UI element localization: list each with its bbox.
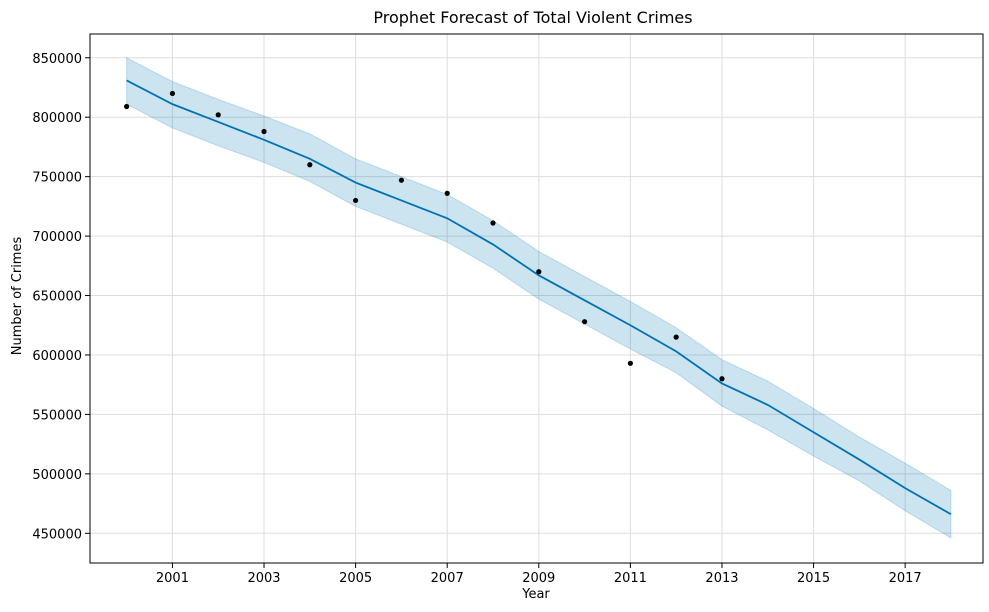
- plot-frame: [89, 33, 984, 564]
- x-tick-label: 2005: [339, 571, 372, 586]
- x-tick-label: 2003: [247, 571, 280, 586]
- y-tick-label: 700000: [32, 230, 82, 245]
- y-tick-label: 550000: [32, 408, 82, 423]
- x-tick-label: 2013: [705, 571, 738, 586]
- x-tick-label: 2015: [797, 571, 830, 586]
- x-tick-label: 2009: [522, 571, 555, 586]
- observed-point: [444, 190, 450, 196]
- y-axis-ticks: 450000 500000 550000 600000 650000 700000 7500…: [32, 52, 90, 542]
- y-tick-label: 850000: [32, 52, 82, 67]
- observed-point: [215, 112, 221, 118]
- observed-point: [490, 220, 496, 226]
- forecast-line: [126, 79, 952, 516]
- observed-point: [627, 360, 633, 366]
- x-tick-label: 2007: [431, 571, 464, 586]
- observed-point: [353, 197, 359, 204]
- y-axis-title: Number of Crimes: [10, 237, 25, 356]
- observed-point: [536, 269, 542, 275]
- observed-point: [169, 90, 176, 97]
- grid-lines: [90, 34, 983, 563]
- y-tick-label: 450000: [32, 527, 82, 542]
- chart-title: Prophet Forecast of Total Violent Crimes: [373, 8, 692, 27]
- observed-point: [398, 177, 405, 183]
- y-tick-label: 750000: [32, 171, 82, 186]
- x-axis-title: Year: [521, 587, 550, 602]
- x-tick-label: 2017: [889, 571, 922, 586]
- observed-point: [719, 376, 725, 382]
- x-tick-label: 2001: [156, 571, 189, 586]
- uncertainty-band: [126, 56, 952, 539]
- y-tick-label: 800000: [32, 111, 82, 126]
- observed-points: [124, 90, 725, 382]
- observed-point: [124, 103, 130, 110]
- observed-point: [673, 334, 679, 340]
- x-tick-label: 2011: [614, 571, 647, 586]
- y-tick-label: 600000: [32, 349, 82, 364]
- observed-point: [581, 319, 588, 325]
- observed-point: [307, 162, 313, 168]
- x-axis-ticks: 2001 2003 2005 2007 2009 2011 2013 2015 2017: [156, 563, 922, 586]
- observed-point: [261, 128, 267, 135]
- y-tick-label: 650000: [32, 290, 82, 305]
- y-tick-label: 500000: [32, 468, 82, 483]
